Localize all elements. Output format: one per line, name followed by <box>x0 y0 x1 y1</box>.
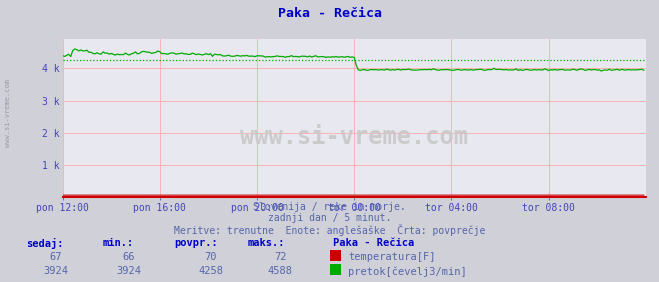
Text: povpr.:: povpr.: <box>175 238 218 248</box>
Text: Paka - Rečica: Paka - Rečica <box>333 238 414 248</box>
Text: zadnji dan / 5 minut.: zadnji dan / 5 minut. <box>268 213 391 223</box>
Text: 4588: 4588 <box>268 266 293 276</box>
Text: Slovenija / reke in morje.: Slovenija / reke in morje. <box>253 202 406 212</box>
Text: temperatura[F]: temperatura[F] <box>348 252 436 262</box>
Text: www.si-vreme.com: www.si-vreme.com <box>241 125 468 149</box>
Text: 72: 72 <box>274 252 286 262</box>
Text: 70: 70 <box>205 252 217 262</box>
Text: Meritve: trenutne  Enote: anglešaške  Črta: povprečje: Meritve: trenutne Enote: anglešaške Črta… <box>174 224 485 236</box>
Text: Paka - Rečica: Paka - Rečica <box>277 7 382 20</box>
Text: pretok[čevelj3/min]: pretok[čevelj3/min] <box>348 266 467 277</box>
Text: www.si-vreme.com: www.si-vreme.com <box>5 79 11 147</box>
Text: 66: 66 <box>123 252 134 262</box>
Text: 3924: 3924 <box>116 266 141 276</box>
Text: 67: 67 <box>50 252 62 262</box>
Text: min.:: min.: <box>102 238 133 248</box>
Text: 3924: 3924 <box>43 266 69 276</box>
Text: maks.:: maks.: <box>247 238 285 248</box>
Text: sedaj:: sedaj: <box>26 238 64 249</box>
Text: 4258: 4258 <box>198 266 223 276</box>
